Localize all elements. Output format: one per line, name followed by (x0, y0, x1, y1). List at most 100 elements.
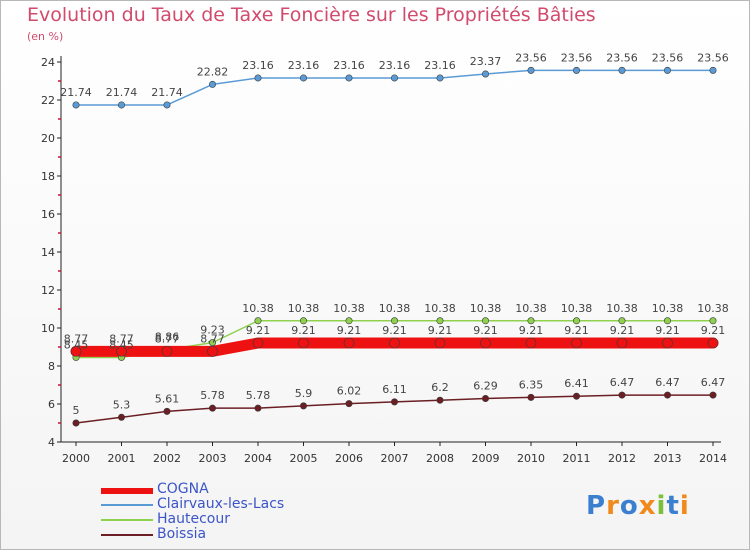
logo-letter: x (638, 491, 657, 521)
data-point (161, 346, 173, 357)
data-point (163, 101, 171, 109)
data-label: 9.21 (382, 324, 407, 337)
axes: 4 6 8 10 12 14 16 18 20 22 24 2000 2001 2002 2003 2004 2… (41, 56, 727, 465)
data-label: 6.02 (337, 385, 362, 398)
data-point (343, 337, 355, 349)
y-tick-label: 8 (48, 360, 55, 373)
data-point (299, 74, 307, 82)
data-label: 5.3 (113, 398, 131, 411)
data-point (663, 391, 671, 399)
data-label: 8.77 (64, 332, 89, 345)
data-label: 6.11 (382, 383, 407, 396)
data-label: 10.38 (470, 302, 502, 315)
data-point (390, 398, 398, 406)
data-point (252, 337, 264, 349)
data-point (527, 393, 535, 401)
x-tick-label: 2011 (563, 452, 591, 465)
x-tick-label: 2005 (290, 452, 318, 465)
legend-item-clairvaux: Clairvaux-les-Lacs (101, 496, 401, 513)
data-label: 8.77 (200, 332, 225, 345)
x-tick-label: 2009 (472, 452, 500, 465)
data-label: 10.38 (697, 302, 729, 315)
data-point (254, 74, 262, 82)
data-label: 9.21 (519, 324, 544, 337)
data-point (663, 66, 671, 74)
legend-label: Hautecour (157, 511, 230, 527)
data-point (527, 66, 535, 74)
y-tick-label: 10 (41, 322, 55, 335)
legend-item-boissia: Boissia (101, 526, 401, 543)
data-label: 23.56 (697, 51, 729, 64)
data-label: 23.56 (515, 51, 547, 64)
data-label: 10.38 (515, 302, 547, 315)
data-label: 6.35 (519, 378, 544, 391)
x-tick-label: 2012 (608, 452, 636, 465)
y-tick-label: 22 (41, 94, 55, 107)
data-label: 21.74 (60, 86, 92, 99)
data-label: 9.21 (428, 324, 453, 337)
legend-swatch (101, 519, 153, 521)
logo-letter: i (656, 491, 667, 521)
data-label: 9.21 (337, 324, 362, 337)
data-label: 5.9 (295, 387, 313, 400)
data-label: 23.56 (561, 51, 593, 64)
data-point (571, 337, 582, 349)
x-tick-label: 2001 (108, 452, 136, 465)
data-point (72, 101, 80, 109)
data-point (434, 337, 446, 349)
data-label: 9.21 (610, 324, 635, 337)
y-tick-label: 16 (41, 208, 55, 221)
data-label: 6.47 (701, 376, 726, 389)
data-label: 8.77 (109, 332, 134, 345)
data-point (663, 317, 671, 325)
y-axis-unit: (en %) (27, 30, 64, 43)
series-lines (70, 69, 719, 424)
series-points (70, 66, 719, 427)
data-label: 6.47 (610, 376, 635, 389)
data-point (209, 80, 217, 88)
data-label: 6.2 (431, 381, 449, 394)
chart-title: Evolution du Taux de Taxe Foncière sur l… (27, 4, 596, 26)
x-tick-label: 2004 (244, 452, 272, 465)
data-label: 5 (73, 404, 80, 417)
data-point (72, 419, 80, 427)
data-label: 23.16 (288, 59, 320, 72)
legend-label: COGNA (157, 481, 209, 497)
logo-letter: i (679, 491, 690, 521)
data-point (527, 317, 535, 325)
data-point (481, 317, 489, 325)
data-label: 10.38 (606, 302, 638, 315)
data-label: 23.37 (470, 55, 502, 68)
data-label: 21.74 (151, 86, 183, 99)
data-point (572, 317, 580, 325)
x-tick-label: 2003 (199, 452, 227, 465)
x-tick-label: 2006 (335, 452, 363, 465)
data-point (707, 337, 719, 349)
data-label: 5.61 (155, 392, 180, 405)
data-point (209, 404, 217, 412)
data-point (299, 402, 307, 410)
data-point (616, 337, 628, 349)
data-point (709, 66, 717, 74)
data-point (298, 337, 309, 349)
data-point (70, 346, 82, 357)
data-label: 9.21 (701, 324, 726, 337)
data-point (436, 317, 444, 325)
data-label: 23.56 (652, 51, 684, 64)
data-label: 6.29 (473, 379, 498, 392)
data-label: 10.38 (242, 302, 274, 315)
data-point (709, 317, 717, 325)
data-point (299, 317, 307, 325)
data-point (572, 392, 580, 400)
data-label: 23.16 (242, 59, 274, 72)
data-point (572, 66, 580, 74)
data-point (118, 413, 126, 421)
legend-item-cogna: COGNA (101, 481, 401, 498)
proxiti-logo: Proxiti (586, 491, 690, 521)
data-point (207, 346, 218, 357)
data-point (118, 101, 126, 109)
data-label: 10.38 (561, 302, 593, 315)
x-tick-label: 2013 (654, 452, 682, 465)
x-tick-label: 2002 (153, 452, 181, 465)
data-point (618, 317, 626, 325)
